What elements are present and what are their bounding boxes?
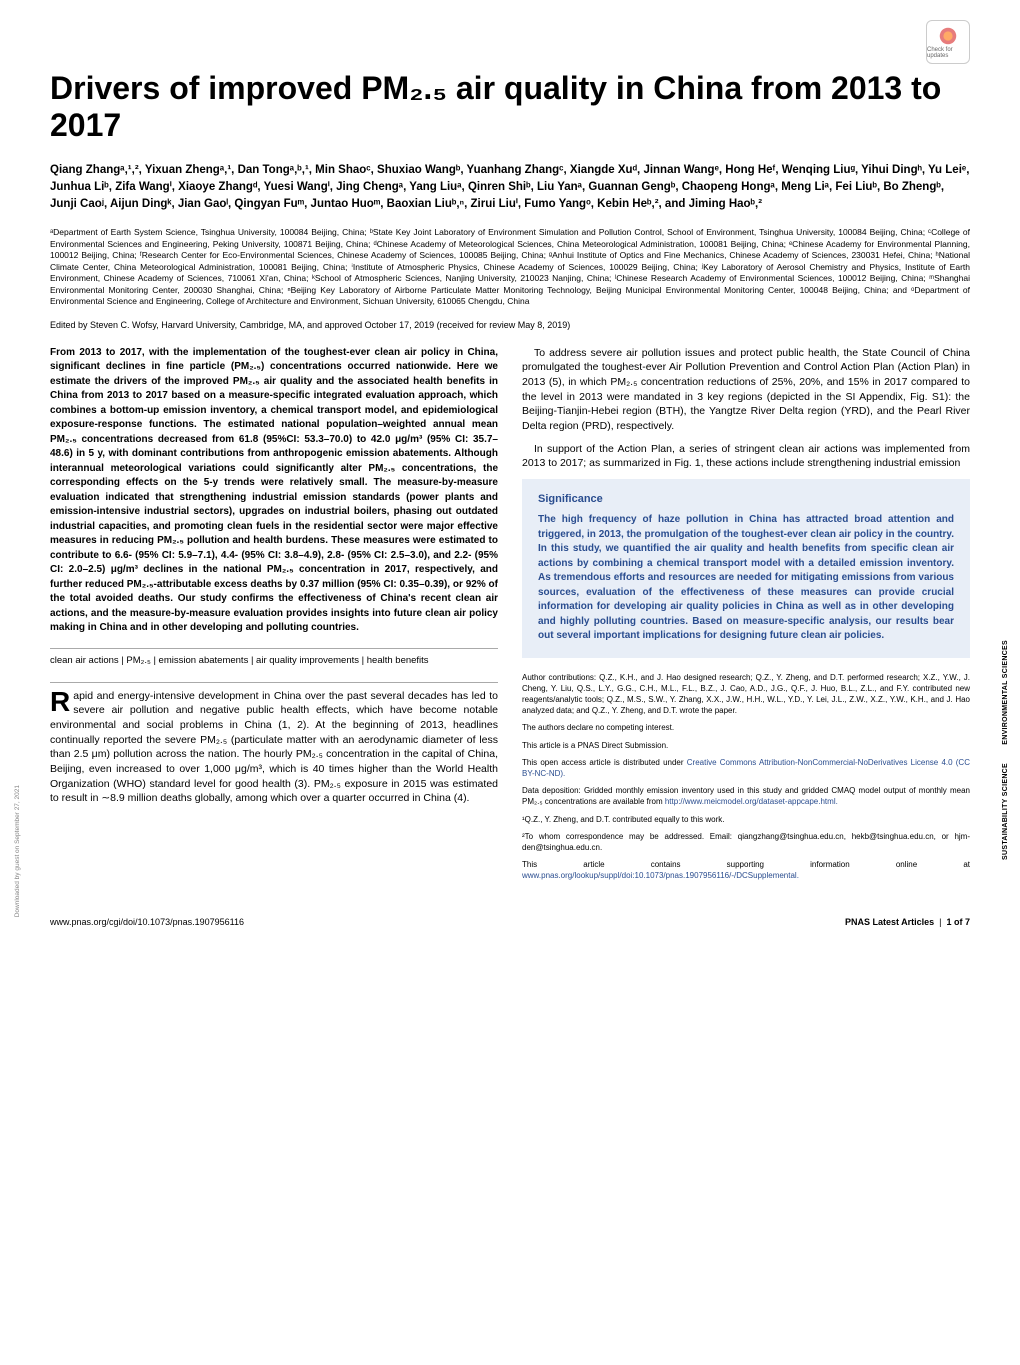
two-column-layout: From 2013 to 2017, with the implementati… bbox=[50, 346, 970, 888]
significance-title: Significance bbox=[538, 493, 954, 505]
footnote-1: ¹Q.Z., Y. Zheng, and D.T. contributed eq… bbox=[522, 814, 970, 825]
authors-list: Qiang Zhangᵃ,¹,², Yixuan Zhengᵃ,¹, Dan T… bbox=[50, 162, 970, 214]
article-title: Drivers of improved PM₂.₅ air quality in… bbox=[50, 70, 970, 144]
check-updates-label: Check for updates bbox=[927, 47, 969, 59]
body-paragraph-3: In support of the Action Plan, a series … bbox=[522, 442, 970, 471]
right-column: To address severe air pollution issues a… bbox=[522, 346, 970, 888]
page-footer: www.pnas.org/cgi/doi/10.1073/pnas.190795… bbox=[50, 917, 970, 927]
divider bbox=[50, 682, 498, 683]
section-tab-sus: SUSTAINABILITY SCIENCE bbox=[1002, 763, 1010, 860]
divider bbox=[50, 648, 498, 649]
footnote-2: ²To whom correspondence may be addressed… bbox=[522, 831, 970, 853]
license-prefix: This open access article is distributed … bbox=[522, 758, 687, 767]
footer-page-number: 1 of 7 bbox=[946, 917, 970, 927]
data-deposition: Data deposition: Gridded monthly emissio… bbox=[522, 785, 970, 807]
check-updates-icon bbox=[937, 25, 959, 47]
edited-by: Edited by Steven C. Wofsy, Harvard Unive… bbox=[50, 320, 970, 330]
competing-interest: The authors declare no competing interes… bbox=[522, 722, 970, 733]
footer-page-info: PNAS Latest Articles | 1 of 7 bbox=[845, 917, 970, 927]
body-paragraph-2: To address severe air pollution issues a… bbox=[522, 346, 970, 434]
supporting-info: This article contains supporting informa… bbox=[522, 859, 970, 881]
significance-body: The high frequency of haze pollution in … bbox=[538, 513, 954, 644]
keywords: clean air actions | PM₂.₅ | emission aba… bbox=[50, 655, 498, 666]
section-tabs: ENVIRONMENTAL SCIENCES SUSTAINABILITY SC… bbox=[1002, 640, 1010, 860]
download-note: Downloaded by guest on September 27, 202… bbox=[14, 785, 21, 917]
abstract: From 2013 to 2017, with the implementati… bbox=[50, 346, 498, 636]
direct-submission: This article is a PNAS Direct Submission… bbox=[522, 740, 970, 751]
affiliations: ᵃDepartment of Earth System Science, Tsi… bbox=[50, 227, 970, 307]
significance-box: Significance The high frequency of haze … bbox=[522, 479, 970, 658]
license-statement: This open access article is distributed … bbox=[522, 757, 970, 779]
left-column: From 2013 to 2017, with the implementati… bbox=[50, 346, 498, 888]
author-contributions: Author contributions: Q.Z., K.H., and J.… bbox=[522, 672, 970, 717]
si-link[interactable]: www.pnas.org/lookup/suppl/doi:10.1073/pn… bbox=[522, 871, 799, 880]
si-prefix: This article contains supporting informa… bbox=[522, 860, 970, 869]
body-paragraph-1: Rapid and energy-intensive development i… bbox=[50, 689, 498, 807]
footer-journal-label: PNAS Latest Articles bbox=[845, 917, 934, 927]
data-link[interactable]: http://www.meicmodel.org/dataset-appcape… bbox=[665, 797, 838, 806]
check-updates-badge[interactable]: Check for updates bbox=[926, 20, 970, 64]
section-tab-env: ENVIRONMENTAL SCIENCES bbox=[1002, 640, 1010, 745]
footer-doi: www.pnas.org/cgi/doi/10.1073/pnas.190795… bbox=[50, 917, 244, 927]
